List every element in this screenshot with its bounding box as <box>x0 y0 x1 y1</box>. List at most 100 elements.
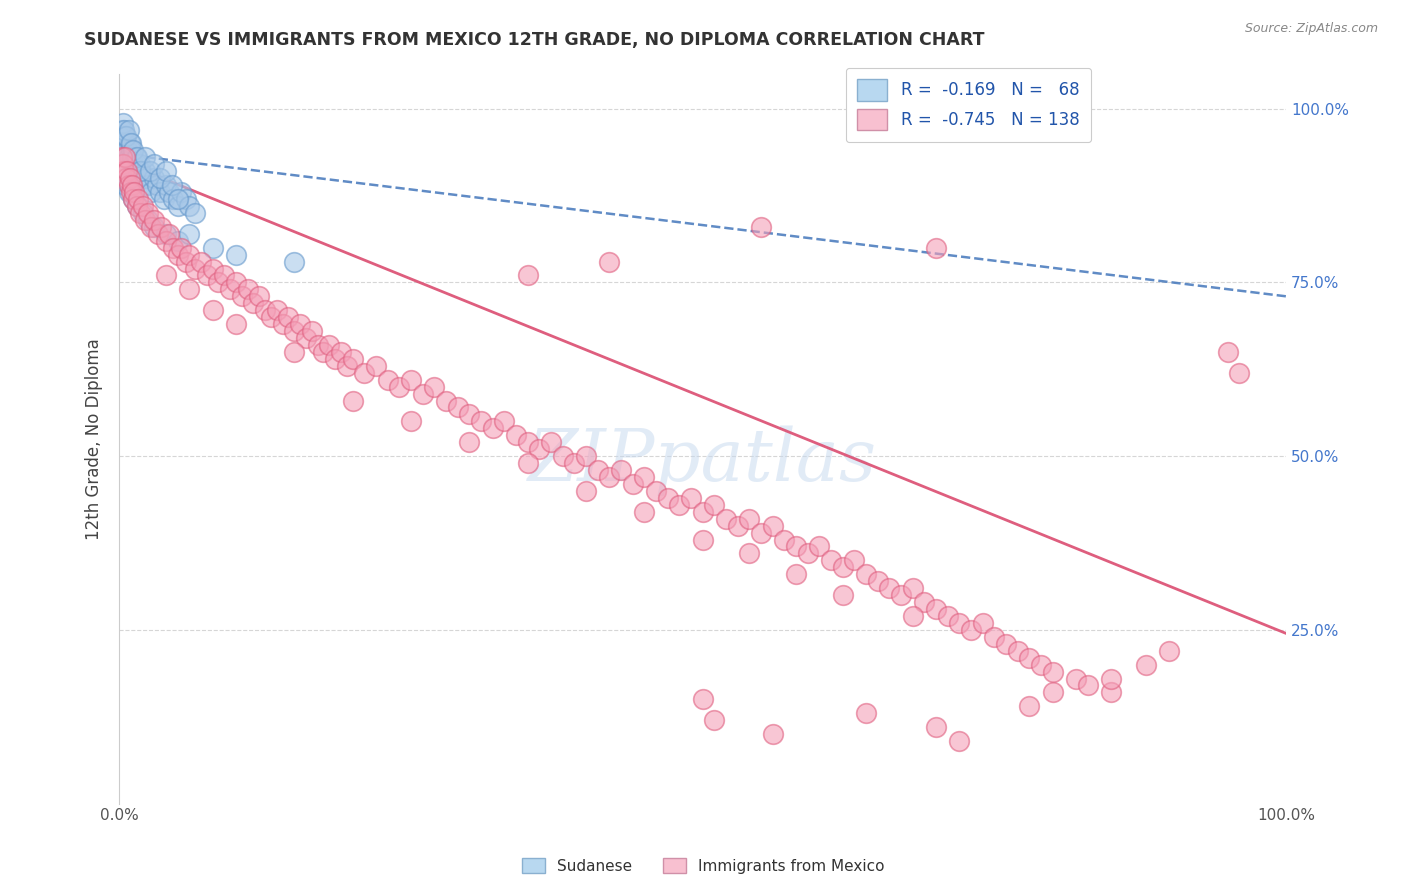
Point <box>972 615 994 630</box>
Point <box>125 157 148 171</box>
Point <box>1042 685 1064 699</box>
Point <box>112 129 135 144</box>
Point <box>1007 644 1029 658</box>
Point <box>120 157 142 171</box>
Point <box>179 227 201 241</box>
Point <box>738 511 761 525</box>
Point <box>114 129 136 144</box>
Point <box>785 540 807 554</box>
Point <box>117 122 139 136</box>
Point <box>114 144 136 158</box>
Point <box>307 338 329 352</box>
Legend: R =  -0.169   N =   68, R =  -0.745   N = 138: R = -0.169 N = 68, R = -0.745 N = 138 <box>845 68 1091 142</box>
Point <box>762 727 785 741</box>
Point <box>586 463 609 477</box>
Point <box>184 261 207 276</box>
Point <box>342 351 364 366</box>
Point <box>901 581 924 595</box>
Point <box>124 164 146 178</box>
Y-axis label: 12th Grade, No Diploma: 12th Grade, No Diploma <box>86 338 103 540</box>
Point <box>155 268 177 283</box>
Point <box>166 192 188 206</box>
Point <box>118 136 141 151</box>
Point <box>122 157 145 171</box>
Point <box>143 171 166 186</box>
Point <box>134 150 156 164</box>
Point <box>446 401 468 415</box>
Point <box>155 178 177 193</box>
Point <box>948 615 970 630</box>
Point <box>214 268 236 283</box>
Point <box>727 518 749 533</box>
Point <box>162 192 184 206</box>
Point <box>692 505 714 519</box>
Point <box>112 164 135 178</box>
Point <box>399 373 422 387</box>
Point <box>236 282 259 296</box>
Point <box>890 588 912 602</box>
Point <box>247 289 270 303</box>
Point <box>283 254 305 268</box>
Point <box>122 192 145 206</box>
Point <box>271 317 294 331</box>
Point <box>277 310 299 325</box>
Point <box>117 185 139 199</box>
Point <box>668 498 690 512</box>
Point <box>225 317 247 331</box>
Point <box>657 491 679 505</box>
Point <box>260 310 283 325</box>
Point <box>150 219 173 234</box>
Point <box>155 227 177 241</box>
Point <box>170 241 193 255</box>
Point <box>1159 644 1181 658</box>
Point <box>114 178 136 193</box>
Point <box>146 227 169 241</box>
Point <box>179 282 201 296</box>
Point <box>124 150 146 164</box>
Point <box>312 345 335 359</box>
Point <box>155 164 177 178</box>
Point <box>295 331 318 345</box>
Point <box>254 303 277 318</box>
Point <box>117 178 139 193</box>
Point <box>139 185 162 199</box>
Point <box>129 206 152 220</box>
Point <box>120 185 142 199</box>
Point <box>621 477 644 491</box>
Point <box>820 553 842 567</box>
Point <box>225 276 247 290</box>
Point <box>120 136 142 151</box>
Point <box>960 623 983 637</box>
Point <box>692 692 714 706</box>
Point <box>336 359 359 373</box>
Point <box>301 324 323 338</box>
Point <box>610 463 633 477</box>
Point <box>132 178 155 193</box>
Point <box>762 518 785 533</box>
Point <box>128 171 150 186</box>
Point <box>138 164 160 178</box>
Point <box>195 268 218 283</box>
Text: ZIPpatlas: ZIPpatlas <box>529 425 877 496</box>
Point <box>1042 665 1064 679</box>
Point <box>160 178 183 193</box>
Point <box>318 338 340 352</box>
Point <box>179 247 201 261</box>
Point <box>174 192 197 206</box>
Point <box>134 212 156 227</box>
Point <box>1227 366 1250 380</box>
Point <box>225 247 247 261</box>
Point <box>831 560 853 574</box>
Point <box>201 261 224 276</box>
Point <box>738 546 761 560</box>
Point <box>423 379 446 393</box>
Point <box>129 164 152 178</box>
Point <box>231 289 253 303</box>
Point <box>143 157 166 171</box>
Point <box>112 122 135 136</box>
Point <box>529 442 551 457</box>
Point <box>773 533 796 547</box>
Point <box>692 533 714 547</box>
Point <box>125 150 148 164</box>
Point <box>516 435 538 450</box>
